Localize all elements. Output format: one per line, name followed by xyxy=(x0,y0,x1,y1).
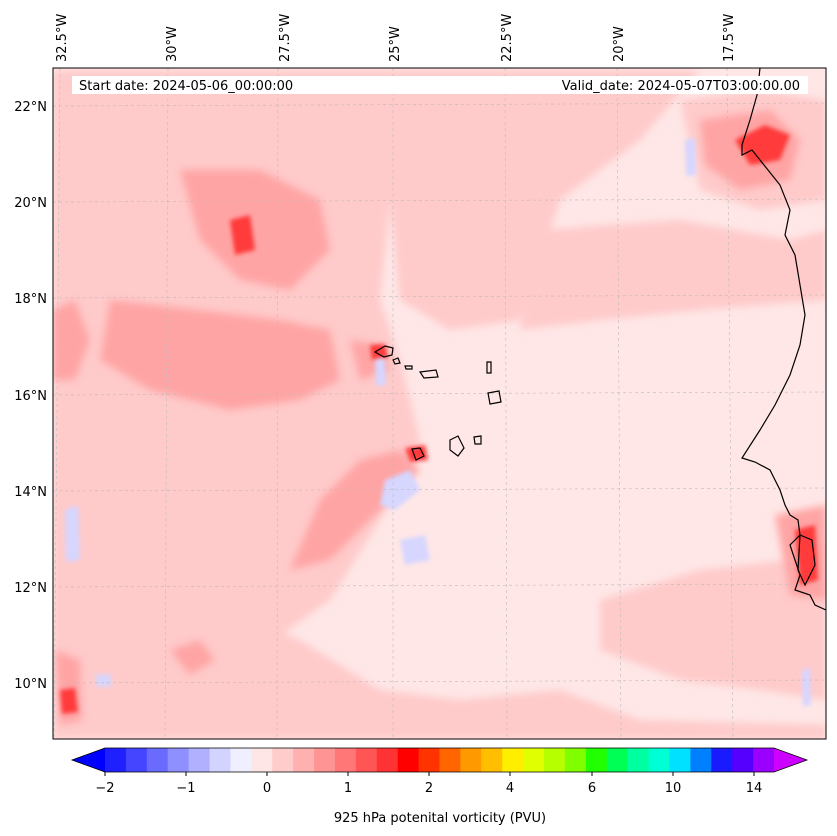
colorbar-segment xyxy=(376,748,399,772)
colorbar-segment xyxy=(732,748,754,772)
cape-verde-island xyxy=(449,435,465,457)
longitude-labels: 32.5°W 30°W 27.5°W 25°W 22.5°W 20°W 17.5… xyxy=(55,14,737,62)
colorbar-segment xyxy=(502,748,524,772)
lat-label: 10°N xyxy=(14,677,47,692)
colorbar-segment xyxy=(355,748,378,772)
colorbar-segment xyxy=(439,748,461,772)
cape-verde-island xyxy=(392,357,401,365)
coastlines xyxy=(373,68,826,611)
pv-peak-areas xyxy=(60,125,818,714)
colorbar-max-arrow xyxy=(774,748,807,772)
colorbar-segment xyxy=(209,748,231,772)
colorbar-ticks xyxy=(104,772,755,776)
start-date: Start date: 2024-05-06_00:00:00 xyxy=(79,79,293,94)
colorbar-tick-label: 6 xyxy=(588,781,596,796)
colorbar-segments xyxy=(105,748,775,772)
colorbar-segment xyxy=(564,748,587,772)
colorbar-segment xyxy=(272,748,294,772)
lat-label: 16°N xyxy=(14,389,47,404)
cape-verde-island xyxy=(486,361,492,374)
colorbar-segment xyxy=(314,748,336,772)
colorbar-tick-label: −2 xyxy=(95,781,114,796)
colorbar-segment xyxy=(105,748,127,772)
colorbar-segment xyxy=(188,748,211,772)
colorbar-segment xyxy=(585,748,608,772)
lat-label: 12°N xyxy=(14,581,47,596)
colorbar-label: 925 hPa potenital vorticity (PVU) xyxy=(334,811,546,826)
colorbar-segment xyxy=(167,748,190,772)
africa-coastline xyxy=(741,68,826,611)
colorbar-segment xyxy=(146,748,169,772)
lon-label: 32.5°W xyxy=(55,14,70,62)
lon-label: 20°W xyxy=(612,26,627,62)
colorbar-segment xyxy=(606,748,629,772)
colorbar-segment xyxy=(753,748,775,772)
cape-verde-island xyxy=(487,390,502,405)
colorbar-segment xyxy=(711,748,733,772)
colorbar-tick-label: −1 xyxy=(176,781,195,796)
colorbar-min-arrow xyxy=(72,748,105,772)
cape-verde-island xyxy=(373,345,394,358)
colorbar-tick-label: 0 xyxy=(263,781,271,796)
pv-strong-areas xyxy=(53,110,826,725)
colorbar-tick-label: 2 xyxy=(425,781,433,796)
colorbar-segment xyxy=(648,748,670,772)
cape-verde-island xyxy=(473,435,482,445)
colorbar-tick-label: 14 xyxy=(746,781,763,796)
lat-label: 20°N xyxy=(14,196,47,211)
lon-label: 30°W xyxy=(165,26,180,62)
colorbar-tick-label: 4 xyxy=(506,781,514,796)
colorbar-segment xyxy=(544,748,566,772)
lon-label: 25°W xyxy=(388,26,403,62)
cape-verde-island xyxy=(404,365,413,370)
colorbar-segment xyxy=(418,748,440,772)
lon-label: 17.5°W xyxy=(722,14,737,62)
coastal-island xyxy=(797,534,816,587)
colorbar-segment xyxy=(251,748,273,772)
lat-label: 22°N xyxy=(14,100,47,115)
cape-verde-island xyxy=(411,447,425,461)
gridlines xyxy=(53,68,826,739)
colorbar-segment xyxy=(690,748,712,772)
colorbar-segment xyxy=(669,748,691,772)
valid-date: Valid_date: 2024-05-07T03:00:00.00 xyxy=(562,79,800,94)
colorbar: −2 −1 0 1 2 4 6 10 14 925 hPa potenital … xyxy=(70,747,809,826)
colorbar-segment xyxy=(397,748,420,772)
lat-label: 18°N xyxy=(14,292,47,307)
lon-label: 22.5°W xyxy=(500,14,515,62)
map-frame xyxy=(52,67,827,740)
colorbar-tick-label: 1 xyxy=(344,781,352,796)
lon-label: 27.5°W xyxy=(278,14,293,62)
pv-negative-areas xyxy=(65,138,811,706)
colorbar-tick-label: 10 xyxy=(665,781,682,796)
colorbar-segment xyxy=(523,748,545,772)
colorbar-segment xyxy=(460,748,482,772)
colorbar-segment xyxy=(125,748,148,772)
colorbar-segment xyxy=(334,748,357,772)
colorbar-segment xyxy=(627,748,650,772)
pv-field xyxy=(53,68,826,739)
colorbar-segment xyxy=(481,748,503,772)
lat-label: 14°N xyxy=(14,485,47,500)
latitude-labels: 22°N 20°N 18°N 16°N 14°N 12°N 10°N xyxy=(14,100,47,692)
colorbar-segment xyxy=(230,748,252,772)
cape-verde-island xyxy=(418,369,439,379)
colorbar-segment xyxy=(293,748,315,772)
header-box xyxy=(72,76,808,94)
